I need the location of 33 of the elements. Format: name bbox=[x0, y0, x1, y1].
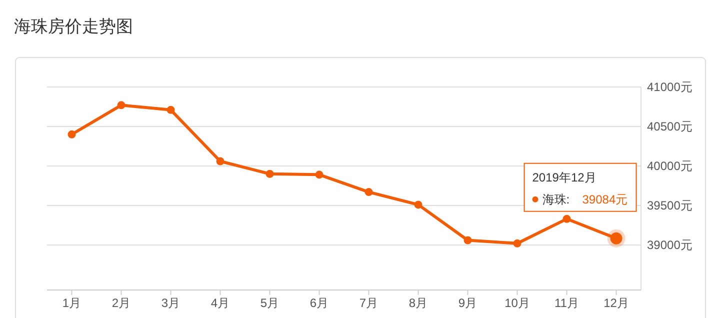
x-tick-label: 8月 bbox=[408, 296, 428, 310]
point bbox=[68, 130, 76, 138]
data-label: 39084元 bbox=[582, 192, 628, 206]
y-tick-label: 40000元 bbox=[647, 158, 692, 173]
y-tick-label: 39000元 bbox=[647, 238, 692, 252]
point bbox=[562, 214, 571, 223]
y-tick-label: 40500元 bbox=[647, 119, 692, 134]
x-tick-label: 5月 bbox=[260, 296, 280, 310]
x-tick-label: 11月 bbox=[554, 296, 579, 310]
annotation: : bbox=[566, 192, 570, 206]
legend-label: 海珠 bbox=[542, 192, 566, 206]
point bbox=[315, 170, 324, 179]
point bbox=[266, 170, 274, 178]
x-tick-label: 1月 bbox=[62, 296, 82, 310]
point bbox=[513, 239, 522, 248]
x-tick-label: 6月 bbox=[310, 296, 329, 310]
x-tick-label: 10月 bbox=[504, 296, 530, 310]
point bbox=[414, 200, 422, 209]
x-tick-label: 2月 bbox=[112, 296, 131, 310]
y-tick-label: 41000元 bbox=[647, 80, 692, 94]
x-tick-label: 3月 bbox=[161, 296, 180, 310]
point bbox=[117, 101, 126, 110]
annotation: 2019年12月 bbox=[532, 170, 596, 184]
point bbox=[166, 106, 175, 114]
y-tick-label: 39500元 bbox=[647, 198, 692, 212]
point bbox=[464, 236, 472, 244]
chart-title: 海珠房价走势图 bbox=[14, 17, 133, 36]
x-tick-label: 9月 bbox=[458, 296, 478, 310]
x-tick-label: 12月 bbox=[604, 296, 629, 310]
x-tick-label: 7月 bbox=[359, 296, 378, 310]
x-tick-label: 4月 bbox=[210, 296, 230, 310]
point bbox=[364, 188, 373, 196]
point bbox=[216, 157, 224, 166]
